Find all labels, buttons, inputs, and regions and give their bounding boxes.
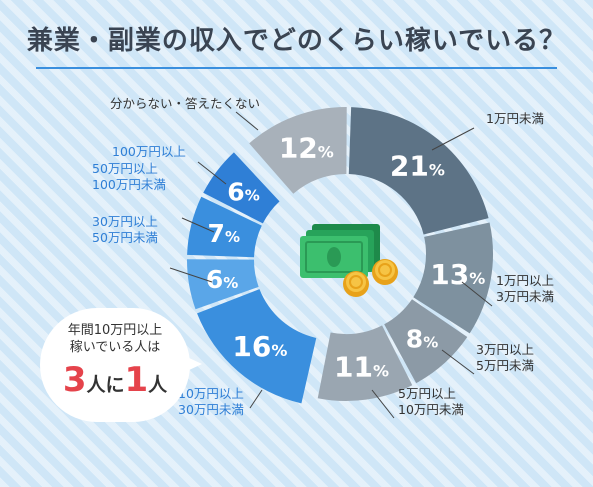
slice-category-label: 1万円未満 [486,111,544,126]
donut-slice [187,196,262,258]
leader-line [169,267,213,283]
category-labels: 1万円未満 1万円以上 3万円未満 3万円以上 5万円未満 5万円以上 10万円未満 10万円… [92,96,554,417]
callout-line-1: 年間10万円以上 [67,323,163,338]
leader-line [235,111,259,131]
leader-line [461,281,493,307]
callout-line-2: 稼いでいる人は [69,340,161,355]
donut-slices [187,107,493,404]
slice-category-label: 5万円以上 10万円未満 [398,386,464,417]
percent-labels: 21% 13% 8% 11% 16% 6% 7% 6% 12% [206,132,485,384]
donut-slice [317,325,413,401]
slice-category-label: 分からない・答えたくない [110,96,260,111]
slice-category-label: 3万円以上 5万円未満 [476,342,534,373]
slice-percent-label: 6% [227,177,259,206]
slice-category-label: 50万円以上 100万円未満 [92,161,166,192]
leader-line [197,161,227,185]
leader-line [441,349,475,375]
slice-percent-label: 13% [430,258,485,291]
callout-number-a: 3 [62,360,87,400]
title-underline [36,67,557,69]
donut-slice [384,299,468,384]
callout-bubble: 年間10万円以上 稼いでいる人は 3人に1人 [40,308,190,422]
leader-line [181,217,215,233]
leader-lines [169,111,493,419]
money-bills-and-coins-icon [300,224,398,297]
donut-slice [413,222,493,334]
donut-slice [249,107,347,194]
leader-line [431,127,475,151]
donut-slice [197,289,317,404]
callout-highlight: 3人に1人 [40,360,190,400]
slice-percent-label: 7% [208,219,240,248]
callout-number-b: 1 [124,360,149,400]
donut-slice [187,259,259,310]
leader-line [249,389,263,409]
callout-text-b: 人 [148,374,168,396]
slice-category-label: 100万円以上 [112,144,186,159]
slice-category-label: 10万円以上 30万円未満 [178,386,244,417]
donut-slice [348,107,489,235]
slice-percent-label: 8% [406,324,438,353]
slice-percent-label: 11% [334,350,389,383]
slice-category-label: 1万円以上 3万円未満 [496,273,554,304]
slice-percent-label: 21% [390,150,445,183]
slice-percent-label: 12% [279,132,334,165]
slice-percent-label: 6% [206,265,238,294]
donut-slice [203,152,280,224]
chart-title: 兼業・副業の収入でどのくらい稼いでいる？ [26,26,567,56]
slice-category-label: 30万円以上 50万円未満 [92,214,158,245]
leader-line [371,389,395,419]
callout-text-a: 人に [86,374,125,396]
slice-percent-label: 16% [232,330,287,363]
